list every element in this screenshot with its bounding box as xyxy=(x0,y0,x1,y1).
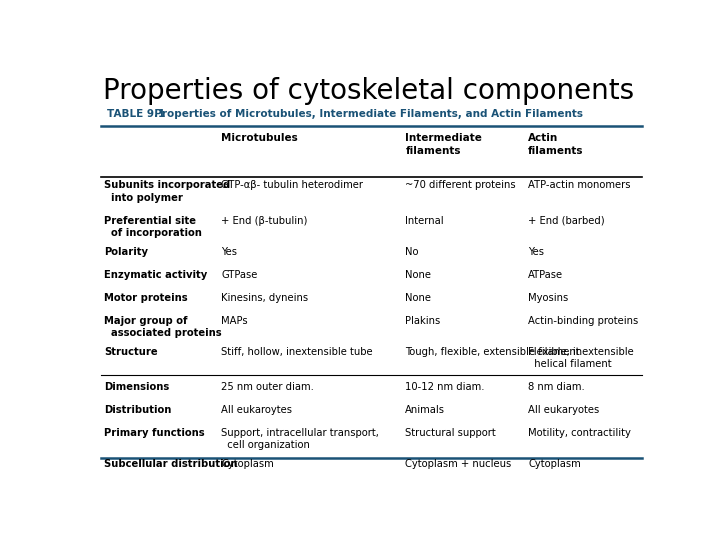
Text: Motility, contractility: Motility, contractility xyxy=(528,428,631,438)
Text: Subcellular distribution: Subcellular distribution xyxy=(104,459,238,469)
Text: MAPs: MAPs xyxy=(221,315,248,326)
Text: Cytoplasm + nucleus: Cytoplasm + nucleus xyxy=(405,459,511,469)
Text: Motor proteins: Motor proteins xyxy=(104,293,188,302)
Text: Myosins: Myosins xyxy=(528,293,568,302)
Text: Internal: Internal xyxy=(405,216,444,226)
Text: Intermediate
filaments: Intermediate filaments xyxy=(405,133,482,156)
Text: Actin-binding proteins: Actin-binding proteins xyxy=(528,315,638,326)
Text: Stiff, hollow, inextensible tube: Stiff, hollow, inextensible tube xyxy=(221,347,373,357)
Text: Structural support: Structural support xyxy=(405,428,496,438)
Text: Preferential site
  of incorporation: Preferential site of incorporation xyxy=(104,216,202,238)
Text: ~70 different proteins: ~70 different proteins xyxy=(405,180,516,191)
Text: Flexible, inextensible
  helical filament: Flexible, inextensible helical filament xyxy=(528,347,634,369)
Text: + End (β-tubulin): + End (β-tubulin) xyxy=(221,216,307,226)
Text: Support, intracellular transport,
  cell organization: Support, intracellular transport, cell o… xyxy=(221,428,379,450)
Text: + End (barbed): + End (barbed) xyxy=(528,216,605,226)
Text: TABLE 9.1: TABLE 9.1 xyxy=(107,109,165,119)
Text: All eukaryotes: All eukaryotes xyxy=(528,405,599,415)
Text: ATPase: ATPase xyxy=(528,270,563,280)
Text: Structure: Structure xyxy=(104,347,158,357)
Text: Polarity: Polarity xyxy=(104,247,148,257)
Text: None: None xyxy=(405,270,431,280)
Text: No: No xyxy=(405,247,419,257)
Text: Distribution: Distribution xyxy=(104,405,171,415)
Text: Yes: Yes xyxy=(528,247,544,257)
Text: Actin
filaments: Actin filaments xyxy=(528,133,583,156)
Text: Major group of
  associated proteins: Major group of associated proteins xyxy=(104,315,222,338)
Text: Cytoplasm: Cytoplasm xyxy=(221,459,274,469)
Text: All eukaroytes: All eukaroytes xyxy=(221,405,292,415)
Text: Enzymatic activity: Enzymatic activity xyxy=(104,270,207,280)
Text: Kinesins, dyneins: Kinesins, dyneins xyxy=(221,293,308,302)
Text: 10-12 nm diam.: 10-12 nm diam. xyxy=(405,382,485,392)
Text: Dimensions: Dimensions xyxy=(104,382,169,392)
Text: ATP-actin monomers: ATP-actin monomers xyxy=(528,180,631,191)
Text: GTPase: GTPase xyxy=(221,270,258,280)
Text: Properties of Microtubules, Intermediate Filaments, and Actin Filaments: Properties of Microtubules, Intermediate… xyxy=(148,109,583,119)
Text: Subunits incorporated
  into polymer: Subunits incorporated into polymer xyxy=(104,180,230,203)
Text: Primary functions: Primary functions xyxy=(104,428,204,438)
Text: 25 nm outer diam.: 25 nm outer diam. xyxy=(221,382,314,392)
Text: Tough, flexible, extensible filament: Tough, flexible, extensible filament xyxy=(405,347,580,357)
Text: Cytoplasm: Cytoplasm xyxy=(528,459,581,469)
Text: Microtubules: Microtubules xyxy=(221,133,298,144)
Text: Yes: Yes xyxy=(221,247,237,257)
Text: GTP-αβ- tubulin heterodimer: GTP-αβ- tubulin heterodimer xyxy=(221,180,363,191)
Text: None: None xyxy=(405,293,431,302)
Text: Plakins: Plakins xyxy=(405,315,441,326)
Text: Properties of cytoskeletal components: Properties of cytoskeletal components xyxy=(104,77,634,105)
Text: Animals: Animals xyxy=(405,405,445,415)
Text: 8 nm diam.: 8 nm diam. xyxy=(528,382,585,392)
